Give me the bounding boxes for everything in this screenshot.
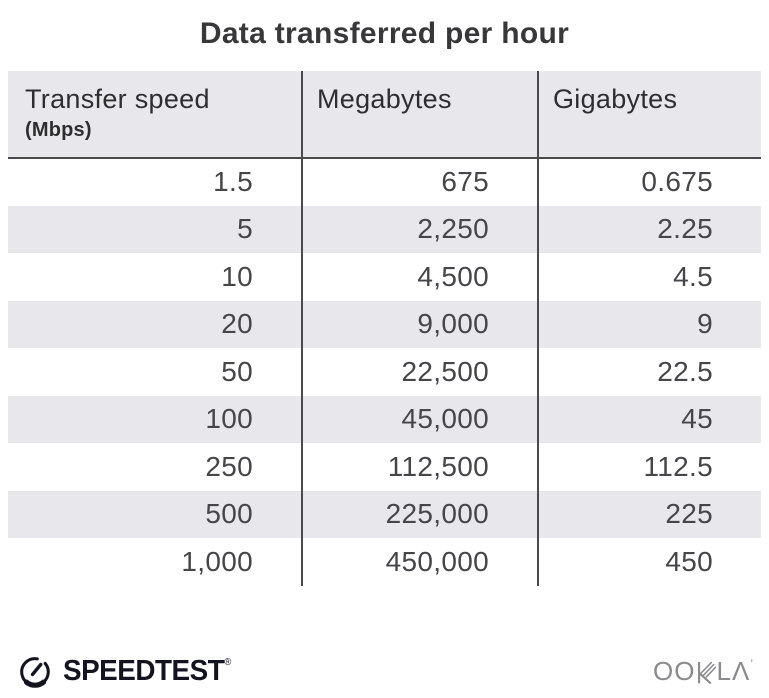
table-cell: 22,500 <box>302 348 539 396</box>
table-cell: 450,000 <box>302 538 539 586</box>
table-cell: 9 <box>697 308 713 340</box>
table-cell: 112,500 <box>302 443 539 491</box>
speedtest-text: SPEEDTEST <box>63 654 225 687</box>
table-cell: 45 <box>681 403 713 435</box>
column-header-sublabel: (Mbps) <box>25 119 92 141</box>
column-header-transfer-speed: Transfer speed (Mbps) <box>8 71 303 158</box>
table-row: 250 112,500 112.5 <box>8 443 761 491</box>
speedometer-icon <box>20 657 50 688</box>
ookla-logo: OO LΛ ’ <box>653 656 753 687</box>
table-row: 100 45,000 45 <box>8 395 761 443</box>
table-row: 500 225,000 225 <box>8 490 761 538</box>
table-cell: 5 <box>8 205 303 253</box>
table-cell: 2,250 <box>302 205 539 253</box>
table-cell: 225,000 <box>302 490 539 538</box>
ookla-text-prefix: OO <box>653 655 696 686</box>
column-header-label: Gigabytes <box>553 84 678 114</box>
table-row: 1,000 450,000 450 <box>8 538 761 586</box>
table-cell: 1,000 <box>8 538 303 586</box>
ookla-trademark-icon: ’ <box>750 656 753 671</box>
table-cell: 9,000 <box>302 300 539 348</box>
table-cell: 4,500 <box>302 253 539 301</box>
data-table: Transfer speed (Mbps) Megabytes Gigabyte… <box>8 71 761 586</box>
table-row: 5 2,250 2.25 <box>8 205 761 253</box>
table-cell: 1.5 <box>8 158 303 206</box>
table-cell: 225 <box>665 498 713 530</box>
table-row: 20 9,000 9 <box>8 300 761 348</box>
table-cell: 10 <box>8 253 303 301</box>
column-header-label: Transfer speed <box>25 84 210 114</box>
table-cell: 2.25 <box>657 213 713 245</box>
table-cell: 20 <box>8 300 303 348</box>
table-cell: 675 <box>302 158 539 206</box>
table-cell: 22.5 <box>657 355 713 387</box>
column-header-gigabytes: Gigabytes <box>538 71 761 158</box>
table-cell: 100 <box>8 395 303 443</box>
table-cell: 450 <box>665 545 713 577</box>
table-cell: 0.675 <box>641 166 713 198</box>
table-row: 1.5 675 0.675 <box>8 158 761 206</box>
speedtest-label: SPEEDTEST® <box>63 655 231 688</box>
page-title: Data transferred per hour <box>199 17 570 50</box>
registered-trademark-icon: ® <box>224 656 232 668</box>
table-cell: 112.5 <box>643 450 713 482</box>
table-cell: 250 <box>8 443 303 491</box>
column-header-megabytes: Megabytes <box>302 71 539 158</box>
table-row: 50 22,500 22.5 <box>8 348 761 396</box>
table-body: 1.5 675 0.675 5 2,250 2.25 10 4,500 4.5 20 9,000 9 5… <box>8 158 761 586</box>
table-row: 10 4,500 4.5 <box>8 253 761 301</box>
table-cell: 4.5 <box>673 260 713 292</box>
table-cell: 50 <box>8 348 303 396</box>
column-header-label: Megabytes <box>317 84 452 114</box>
footer: SPEEDTEST® OO LΛ ’ <box>0 648 769 694</box>
ookla-k-icon <box>697 661 716 684</box>
table-cell: 45,000 <box>302 395 539 443</box>
ookla-text-suffix: LΛ <box>716 655 751 686</box>
table-cell: 500 <box>8 490 303 538</box>
table-header-row: Transfer speed (Mbps) Megabytes Gigabyte… <box>8 71 761 158</box>
speedtest-logo: SPEEDTEST® <box>16 652 238 690</box>
